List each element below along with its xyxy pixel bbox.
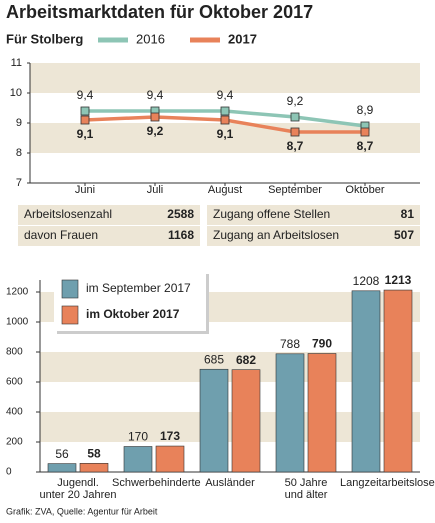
bar <box>307 353 337 473</box>
x-tick-label: Juli <box>147 184 164 196</box>
table-label: Zugang an Arbeitslosen <box>213 228 339 242</box>
value-label: 1213 <box>385 273 412 287</box>
table-value: 1168 <box>168 228 194 242</box>
legend-swatch <box>61 279 79 299</box>
bar <box>351 290 381 473</box>
value-label: 9,4 <box>77 88 94 102</box>
value-label: 9,1 <box>217 127 234 141</box>
legend-box <box>54 271 206 331</box>
table-value: 2588 <box>167 207 194 221</box>
y-tick-label: 800 <box>6 347 23 358</box>
table-label: Zugang offene Stellen <box>213 207 330 221</box>
point <box>220 115 230 125</box>
value-label: 58 <box>87 446 101 460</box>
value-label: 173 <box>160 429 180 443</box>
value-label: 788 <box>280 337 300 351</box>
legend-label: 2016 <box>136 31 165 46</box>
value-label: 9,2 <box>147 124 164 138</box>
x-tick-label: September <box>268 184 322 196</box>
bar <box>275 353 305 473</box>
bar <box>123 446 153 473</box>
x-tick-label: August <box>208 184 242 196</box>
y-tick-label: 9 <box>16 117 22 129</box>
bar <box>79 462 109 473</box>
x-tick-label: Schwerbehinderte <box>112 477 201 489</box>
bar <box>47 463 77 473</box>
y-tick-label: 1200 <box>6 287 29 298</box>
value-label: 9,4 <box>147 88 164 102</box>
title: Arbeitsmarktdaten für Oktober 2017 <box>6 2 313 22</box>
point <box>290 127 300 137</box>
point <box>220 106 230 116</box>
legend-label: im Oktober 2017 <box>86 307 180 321</box>
table-row <box>207 205 420 225</box>
band <box>30 63 420 93</box>
point <box>80 115 90 125</box>
table-row <box>207 226 420 246</box>
bar <box>155 445 185 473</box>
point <box>80 106 90 116</box>
legend-title: Für Stolberg <box>6 31 83 46</box>
x-tick-label: 50 Jahre und älter <box>284 477 328 501</box>
band <box>30 123 420 153</box>
point <box>360 127 370 137</box>
legend-label: im September 2017 <box>86 281 191 295</box>
table-row <box>18 226 200 246</box>
legend-swatch <box>61 305 79 325</box>
value-label: 685 <box>204 352 224 366</box>
source: Grafik: ZVA, Quelle: Agentur für Arbeit <box>6 506 158 516</box>
y-tick-label: 0 <box>6 467 12 478</box>
table-row <box>18 205 200 225</box>
value-label: 170 <box>128 430 148 444</box>
value-label: 682 <box>236 353 256 367</box>
value-label: 9,4 <box>217 88 234 102</box>
bar <box>199 368 229 473</box>
y-tick-label: 11 <box>11 57 22 69</box>
point <box>290 112 300 122</box>
value-label: 8,7 <box>287 139 304 153</box>
y-tick-label: 400 <box>6 407 23 418</box>
value-label: 9,2 <box>287 94 304 108</box>
bar <box>231 369 261 473</box>
y-tick-label: 10 <box>10 87 22 99</box>
value-label: 790 <box>312 337 332 351</box>
y-tick-label: 200 <box>6 437 23 448</box>
value-label: 1208 <box>353 274 380 288</box>
bar <box>383 289 413 473</box>
value-label: 8,7 <box>357 139 374 153</box>
value-label: 8,9 <box>357 103 374 117</box>
table-label: Arbeitslosenzahl <box>24 207 112 221</box>
y-tick-label: 1000 <box>6 317 29 328</box>
x-tick-label: Ausländer <box>205 477 255 489</box>
x-tick-label: Juni <box>75 184 95 196</box>
table-value: 507 <box>394 228 414 242</box>
y-tick-label: 600 <box>6 377 23 388</box>
table-label: davon Frauen <box>24 228 98 242</box>
table-value: 81 <box>401 207 415 221</box>
legend-label: 2017 <box>228 31 257 46</box>
x-tick-label: Langzeitarbeitslose <box>340 477 435 489</box>
y-tick-label: 8 <box>16 147 22 159</box>
y-tick-label: 7 <box>16 177 22 189</box>
x-tick-label: Oktober <box>345 184 384 196</box>
point <box>150 112 160 122</box>
x-tick-label: Jugendl. unter 20 Jahren <box>39 477 117 501</box>
value-label: 56 <box>55 447 69 461</box>
value-label: 9,1 <box>77 127 94 141</box>
